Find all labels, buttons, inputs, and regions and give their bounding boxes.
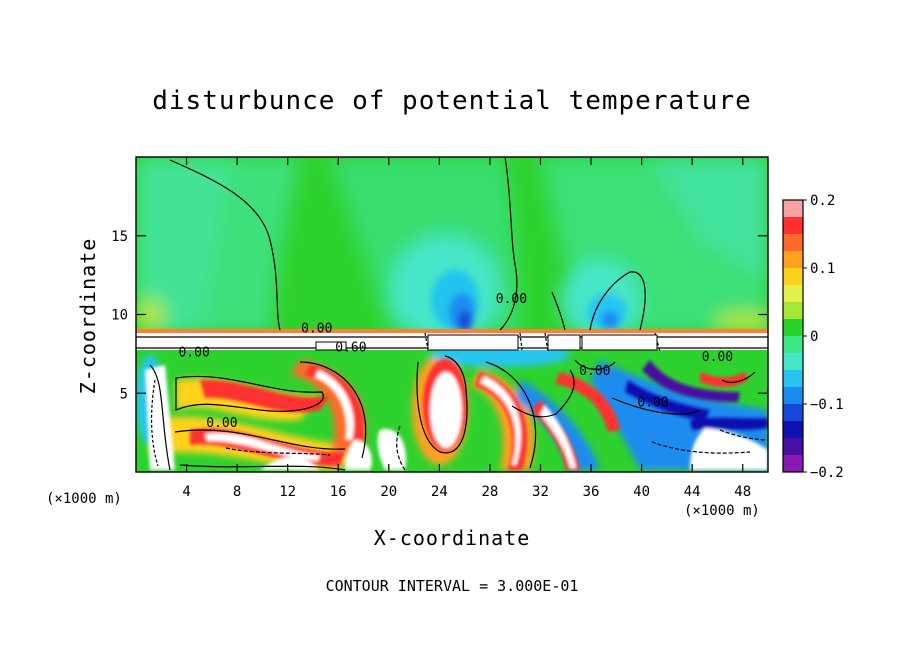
heatmap-lower-field	[136, 350, 768, 472]
x-tick-label: 16	[330, 484, 347, 500]
colorbar-swatch	[783, 421, 803, 439]
x-tick-label: 28	[481, 484, 498, 500]
colorbar-swatch	[783, 336, 803, 354]
contour-label: 0.00	[637, 396, 668, 411]
colorbar-swatch	[783, 387, 803, 405]
contour-label: 0.00	[496, 292, 527, 307]
x-tick-label: 4	[182, 484, 190, 500]
colorbar-tick-label: −0.2	[810, 465, 844, 481]
chart-title: disturbunce of potential temperature	[152, 86, 752, 116]
x-tick-label: 36	[583, 484, 600, 500]
colorbar-swatch	[783, 438, 803, 456]
contour-label: 0.00	[702, 350, 733, 365]
colorbar-swatch	[783, 285, 803, 303]
y-tick-label: 15	[111, 229, 128, 245]
heatmap-upper-field	[136, 157, 768, 333]
y-tick-label: 10	[111, 308, 128, 324]
colorbar: 0.2 0.1 0 −0.1 −0.2	[782, 193, 844, 481]
contour-interval-note: CONTOUR INTERVAL = 3.000E-01	[325, 577, 579, 595]
x-tick-label: 32	[532, 484, 549, 500]
colorbar-swatch	[783, 370, 803, 388]
colorbar-tick-label: 0.2	[810, 193, 835, 209]
interface-panels	[315, 334, 658, 351]
contour-lines	[149, 157, 768, 471]
colorbar-swatch	[783, 234, 803, 252]
x-unit-label-right: (×1000 m)	[684, 503, 760, 519]
colorbar-swatch	[783, 268, 803, 286]
colorbar-swatch	[783, 217, 803, 235]
x-axis-label: X-coordinate	[373, 526, 531, 550]
colorbar-tick-label: −0.1	[810, 397, 844, 413]
x-unit-label-left: (×1000 m)	[46, 491, 122, 507]
contour-label: 0.60	[335, 341, 366, 356]
x-tick-label: 20	[380, 484, 397, 500]
colorbar-swatch	[783, 200, 803, 218]
contour-labels: 0.000.000.600.000.000.000.000.00	[178, 292, 733, 431]
contour-label: 0.00	[206, 416, 237, 431]
y-tick-label: 5	[120, 386, 128, 402]
x-tick-label: 24	[431, 484, 448, 500]
colorbar-swatch	[783, 455, 803, 473]
y-axis-ticks: 5 10 15	[111, 229, 768, 402]
x-tick-label: 12	[279, 484, 296, 500]
colorbar-swatch	[783, 319, 803, 337]
colorbar-swatch	[783, 404, 803, 422]
x-tick-label: 48	[734, 484, 751, 500]
x-tick-label: 8	[233, 484, 241, 500]
contour-label: 0.00	[301, 322, 332, 337]
colorbar-swatch	[783, 251, 803, 269]
x-tick-label: 44	[684, 484, 701, 500]
contour-label: 0.00	[178, 345, 209, 360]
colorbar-tick-label: 0.1	[810, 261, 835, 277]
x-axis-ticks: 4 8 12 16 20 24 28 32 36 40 44 48	[182, 157, 751, 500]
colorbar-swatch	[783, 353, 803, 371]
colorbar-swatch	[783, 302, 803, 320]
x-tick-label: 40	[633, 484, 650, 500]
colorbar-tick-label: 0	[810, 329, 818, 345]
contour-label: 0.00	[579, 364, 610, 379]
